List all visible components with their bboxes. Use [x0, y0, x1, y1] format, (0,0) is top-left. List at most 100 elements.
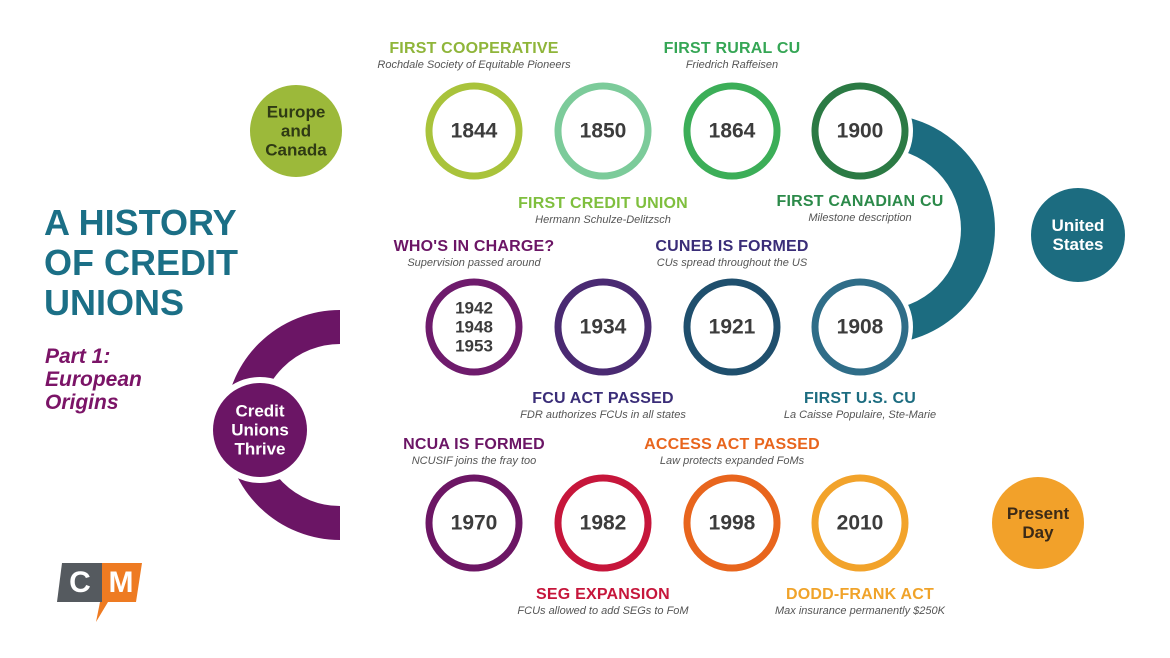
event-title: FIRST CREDIT UNION: [518, 195, 688, 212]
logo-letter-m: M: [109, 566, 134, 599]
region-node-disc: [213, 383, 307, 477]
region-node-disc: [992, 477, 1084, 569]
year-node-y1934: 1934: [550, 274, 656, 380]
region-node-label: United: [1052, 216, 1105, 235]
event-e1998: ACCESS ACT PASSED Law protects expanded F…: [644, 436, 820, 468]
year-node-y1900: 1900: [807, 78, 913, 184]
year-node-y2010: 2010: [807, 470, 913, 576]
event-description: FDR authorizes FCUs in all states: [520, 409, 686, 421]
year-node-y1850: 1850: [550, 78, 656, 184]
year-node-y1970: 1970: [421, 470, 527, 576]
year-node-ring: [554, 278, 652, 376]
event-title: FCU ACT PASSED: [532, 390, 674, 407]
year-node-label: 2010: [837, 512, 884, 535]
event-e1942: WHO'S IN CHARGE? Supervision passed aroun…: [394, 238, 555, 270]
region-node-label: Present: [1007, 504, 1070, 523]
year-node-label: 1953: [455, 337, 493, 356]
event-title: SEG EXPANSION: [536, 586, 670, 603]
region-node-label: Europe: [267, 102, 326, 121]
event-description: Milestone description: [808, 212, 912, 224]
title-line: A HISTORY: [44, 202, 237, 243]
event-title: ACCESS ACT PASSED: [644, 436, 820, 453]
year-node-ring: [425, 474, 523, 572]
year-node-label: 1850: [580, 120, 627, 143]
event-description: Supervision passed around: [407, 257, 541, 269]
event-title: FIRST RURAL CU: [663, 40, 801, 57]
event-e2010: DODD-FRANK ACT Max insurance permanently …: [775, 586, 945, 618]
subtitle-line: European: [45, 368, 142, 391]
region-node-disc: [250, 85, 342, 177]
region-node-label: Canada: [265, 141, 327, 160]
event-title: FIRST COOPERATIVE: [389, 40, 559, 57]
logo-m-block: [96, 563, 142, 622]
region-node-label: Thrive: [234, 440, 285, 459]
page-title: A HISTORY OF CREDIT UNIONS: [44, 203, 238, 323]
region-node-label: States: [1052, 235, 1103, 254]
region-node-disc: [1031, 188, 1125, 282]
year-node-y1998: 1998: [679, 470, 785, 576]
event-description: NCUSIF joins the fray too: [411, 455, 537, 467]
cm-logo: C M: [57, 563, 142, 622]
year-node-ring: [683, 82, 781, 180]
year-node-label: 1934: [580, 316, 627, 339]
year-node-label: 1900: [837, 120, 884, 143]
year-node-label: 1948: [455, 318, 493, 337]
year-node-label: 1982: [580, 512, 627, 535]
year-node-ring: [554, 474, 652, 572]
year-node-label: 1908: [837, 316, 884, 339]
page-subtitle: Part 1: European Origins: [45, 345, 142, 414]
year-node-y1921: 1921: [679, 274, 785, 380]
event-description: Max insurance permanently $250K: [775, 605, 945, 617]
year-node-label: 1998: [709, 512, 756, 535]
year-node-ring: [811, 278, 909, 376]
event-title: CUNEB IS FORMED: [655, 238, 809, 255]
event-e1850: FIRST CREDIT UNION Hermann Schulze-Delitz…: [518, 195, 688, 227]
year-node-y1864: 1864: [679, 78, 785, 184]
event-title: DODD-FRANK ACT: [786, 586, 934, 603]
event-description: La Caisse Populaire, Ste-Marie: [783, 409, 937, 421]
event-e1844: FIRST COOPERATIVE Rochdale Society of Equ…: [377, 40, 570, 72]
year-node-label: 1864: [709, 120, 756, 143]
year-node-ring: [425, 278, 523, 376]
event-description: Law protects expanded FoMs: [659, 455, 805, 467]
event-title: WHO'S IN CHARGE?: [393, 238, 555, 255]
logo-c-block: [57, 563, 102, 602]
region-node-label: Day: [1022, 523, 1054, 542]
year-node-label: 1921: [709, 316, 756, 339]
year-node-y1844: 1844: [421, 78, 527, 184]
event-e1982: SEG EXPANSION FCUs allowed to add SEGs to…: [517, 586, 688, 618]
year-node-ring: [554, 82, 652, 180]
year-node-label: 1942: [455, 298, 493, 317]
year-node-y1982: 1982: [550, 470, 656, 576]
event-title: NCUA IS FORMED: [403, 436, 545, 453]
year-node-label: 1970: [451, 512, 498, 535]
title-line: OF CREDIT: [44, 242, 238, 283]
event-description: FCUs allowed to add SEGs to FoM: [517, 605, 689, 617]
event-description: CUs spread throughout the US: [656, 257, 808, 269]
event-description: Hermann Schulze-Delitzsch: [535, 214, 671, 226]
year-node-y1908: 1908: [807, 274, 913, 380]
subtitle-line: Origins: [45, 391, 119, 414]
event-title: FIRST CANADIAN CU: [776, 193, 944, 210]
subtitle-line: Part 1:: [45, 345, 111, 368]
event-e1970: NCUA IS FORMED NCUSIF joins the fray too: [403, 436, 545, 468]
title-line: UNIONS: [44, 282, 185, 323]
year-node-ring: [683, 474, 781, 572]
year-node-ring: [683, 278, 781, 376]
event-e1908: FIRST U.S. CU La Caisse Populaire, Ste-Ma…: [784, 390, 936, 422]
event-e1864: FIRST RURAL CU Friedrich Raffeisen: [664, 40, 801, 72]
year-node-ring: [811, 474, 909, 572]
track-curve-right: [879, 114, 995, 344]
year-node-ring: [811, 82, 909, 180]
year-node-ring: [425, 82, 523, 180]
event-description: Rochdale Society of Equitable Pioneers: [377, 59, 571, 71]
region-node-label: and: [281, 122, 311, 141]
event-title: FIRST U.S. CU: [804, 390, 916, 407]
event-e1934: FCU ACT PASSED FDR authorizes FCUs in all…: [520, 390, 686, 422]
